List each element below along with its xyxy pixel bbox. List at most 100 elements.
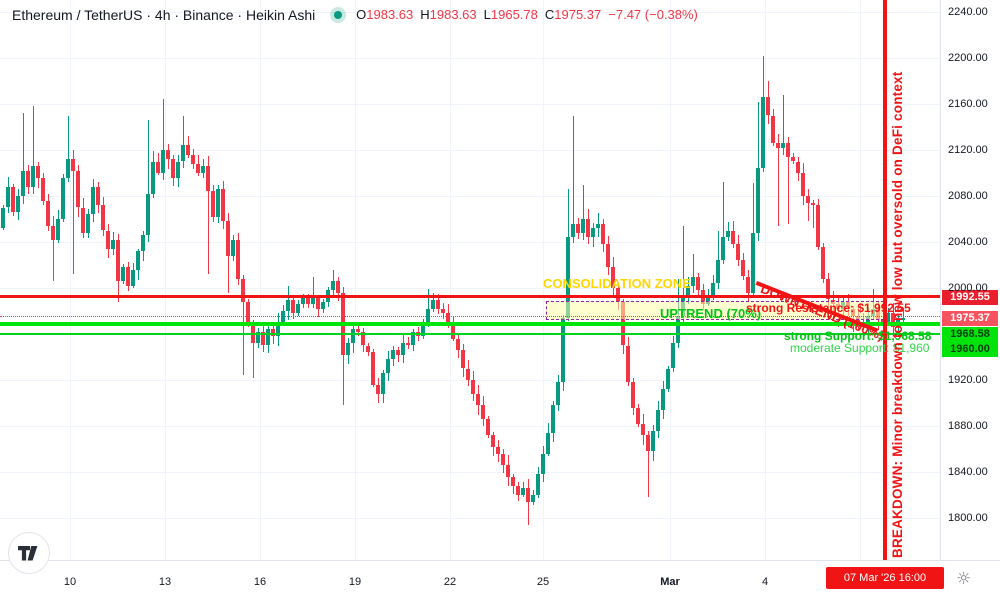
candle-down <box>811 202 815 206</box>
candle-up <box>656 409 660 431</box>
strong-resistance-note[interactable]: strong Resistance: $1,992.55 <box>746 301 911 315</box>
candle-up <box>276 322 280 337</box>
candle-down <box>796 161 800 173</box>
moderate-support-note[interactable]: moderate Support: $1,960 <box>790 341 930 355</box>
candle-down <box>191 154 195 164</box>
candle-down <box>826 278 830 300</box>
candle-down <box>106 230 110 249</box>
candle-up <box>121 267 125 282</box>
high-label: H <box>420 7 430 23</box>
candle-up <box>426 308 430 323</box>
vline-date-label: 07 Mar '26 16:00 <box>826 567 944 589</box>
vertical-gridline <box>860 0 861 560</box>
time-axis[interactable]: 07 Mar '26 16:00 ☼ 10 13 16 19 22 25 Mar 4 <box>0 560 1000 600</box>
candle-down <box>696 276 700 291</box>
market-status-dot-icon[interactable] <box>329 6 346 23</box>
candle-down <box>526 488 530 502</box>
candle-down <box>221 189 225 222</box>
price-tick-label: 2080.00 <box>948 190 988 202</box>
strong-support-note[interactable]: strong Support: $1,968.58 <box>784 329 932 343</box>
candle-up <box>686 285 690 295</box>
candle-wick <box>252 320 254 378</box>
candle-down <box>236 239 240 279</box>
candle-up <box>756 168 760 233</box>
candle-down <box>576 223 580 233</box>
candle-up <box>111 239 115 249</box>
candle-wick <box>722 182 724 265</box>
candle-down <box>791 156 795 162</box>
candle-up <box>651 430 655 452</box>
horizontal-gridline <box>0 104 940 105</box>
breakdown-note[interactable]: BREAKDOWN: Minor breakdown to new low bu… <box>890 71 905 558</box>
low-value: 1965.78 <box>490 7 538 23</box>
candle-down <box>371 352 375 385</box>
candle-up <box>546 432 550 454</box>
candle-down <box>461 350 465 369</box>
candle-up <box>31 166 35 187</box>
candle-wick <box>397 347 399 363</box>
candle-wick <box>312 276 314 308</box>
candle-up <box>21 170 25 196</box>
candle-down <box>226 221 230 256</box>
change-value: −7.47 (−0.38%) <box>608 7 698 23</box>
candle-down <box>771 115 775 144</box>
candle-down <box>41 177 45 201</box>
current-price-line[interactable] <box>0 316 940 317</box>
consolidation-zone-label[interactable]: CONSOLIDATION ZONE <box>543 276 691 291</box>
horizontal-gridline <box>0 58 940 59</box>
candle-up <box>266 329 270 346</box>
candle-down <box>26 170 30 187</box>
strong-support-line[interactable] <box>0 322 940 326</box>
candle-up <box>781 143 785 148</box>
candle-down <box>776 143 780 148</box>
candle-up <box>661 389 665 410</box>
candle-up <box>401 343 405 355</box>
candle-wick <box>52 215 54 282</box>
ohlc-values: O1983.63 H1983.63 L1965.78 C1975.37 −7.47 (−… <box>356 7 698 22</box>
moderate-support-line[interactable] <box>0 333 940 335</box>
candle-up <box>136 251 140 270</box>
breakdown-vertical-line[interactable] <box>883 0 887 560</box>
price-axis[interactable]: 1992.55 1975.37 1968.58 1960.00 2240.00 2200.… <box>940 0 1000 560</box>
candle-down <box>821 246 825 279</box>
candle-down <box>361 331 365 346</box>
price-tick-label: 2160.00 <box>948 98 988 110</box>
sun-settings-icon[interactable]: ☼ <box>956 569 972 589</box>
candle-down <box>436 299 440 309</box>
candle-wick <box>582 184 584 241</box>
candle-down <box>396 350 400 355</box>
candle-up <box>541 453 545 475</box>
candle-down <box>291 299 295 314</box>
price-tick-label: 1880.00 <box>948 420 988 432</box>
time-tick-label-22: 22 <box>443 576 457 588</box>
candle-down <box>51 225 55 240</box>
candle-down <box>891 313 895 328</box>
horizontal-gridline <box>0 12 940 13</box>
tradingview-logo[interactable] <box>8 532 50 574</box>
candle-down <box>736 244 740 261</box>
open-value: 1983.63 <box>366 7 414 23</box>
symbol-title[interactable]: Ethereum / TetherUS · 4h · Binance · Hei… <box>12 6 316 23</box>
strong-resistance-line[interactable] <box>0 295 940 298</box>
vertical-gridline <box>165 0 166 560</box>
candle-down <box>211 191 215 217</box>
chart-canvas[interactable]: CONSOLIDATION ZONE UPTREND (70%) DOWNTRE… <box>0 0 940 560</box>
chart-legend[interactable]: Ethereum / TetherUS · 4h · Binance · Hei… <box>12 6 698 28</box>
candle-up <box>321 301 325 309</box>
candle-wick <box>812 199 814 229</box>
candle-up <box>666 368 670 390</box>
uptrend-label[interactable]: UPTREND (70%) <box>660 306 762 321</box>
candle-down <box>801 173 805 196</box>
candle-up <box>151 161 155 194</box>
time-tick-label-mar: Mar <box>660 576 680 588</box>
candle-wick <box>147 120 149 243</box>
candle-down <box>36 166 40 178</box>
candle-down <box>81 207 85 233</box>
candle-wick <box>32 106 34 195</box>
candle-up <box>296 304 300 314</box>
candle-up <box>726 230 730 238</box>
price-tick-label: 1920.00 <box>948 374 988 386</box>
candle-down <box>806 196 810 203</box>
candle-up <box>301 297 305 305</box>
candle-down <box>376 384 380 394</box>
